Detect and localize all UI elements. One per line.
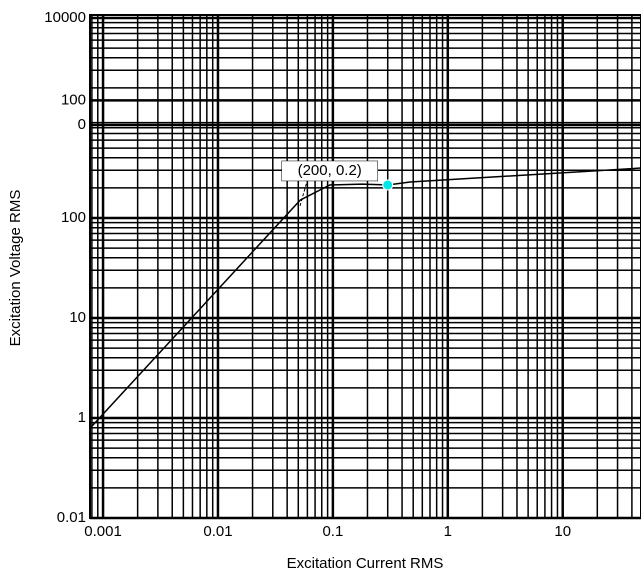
y-tick-label: 0 [78,116,86,133]
x-tick-label: 0.1 [322,523,343,540]
y-tick-label: 10 [69,309,86,326]
data-marker [382,179,394,191]
y-tick-label: 1 [78,409,86,426]
y-tick-label: 0.01 [57,509,86,526]
x-axis-label: Excitation Current RMS [287,555,444,572]
y-tick-label: 100 [61,209,86,226]
y-axis-label: Excitation Voltage RMS [7,190,24,347]
x-tick-label: 0.01 [203,523,232,540]
y-tick-label: 10000 [44,9,86,26]
annotation-label: (200, 0.2) [298,162,362,179]
x-tick-label: 10 [554,523,571,540]
x-tick-label: 0.001 [84,523,122,540]
annotation-box [281,160,378,182]
annotation-leader [299,178,309,208]
plot-frame [89,14,641,519]
x-tick-label: 1 [444,523,452,540]
y-tick-label: 100 [61,91,86,108]
line-series [89,167,641,429]
